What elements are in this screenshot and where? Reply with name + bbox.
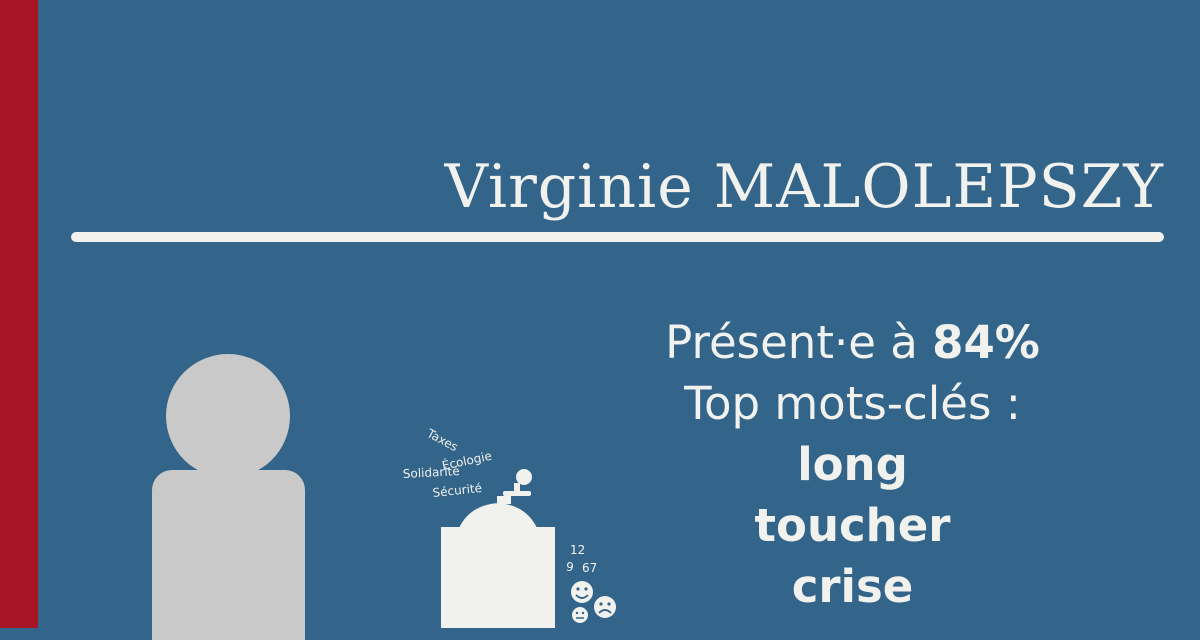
accent-bar: [0, 0, 38, 628]
title-underline: [71, 232, 1164, 242]
presence-value: 84%: [932, 316, 1040, 369]
keyword-1: long: [797, 438, 908, 491]
mill-keyword-solidarite: Solidarité: [402, 464, 460, 481]
mill-number-9: 9: [565, 560, 575, 575]
neutral-face-icon: [572, 607, 588, 623]
mill-keyword-taxes: Taxes: [424, 426, 461, 454]
mill-number-12: 12: [570, 543, 585, 557]
person-body: [152, 470, 305, 640]
presence-label: Présent·e à: [665, 316, 933, 369]
keyword-3: crise: [791, 560, 914, 613]
person-head: [166, 354, 290, 478]
sad-face-icon: [594, 596, 616, 618]
keyword-2: toucher: [754, 499, 951, 552]
presence-line: Présent·e à 84%: [600, 312, 1105, 373]
mill-keyword-securite: Sécurité: [432, 481, 483, 500]
mill-number-67: 67: [582, 561, 597, 575]
deputy-name: Virginie MALOLEPSZY: [444, 152, 1164, 222]
grinder-body: [441, 469, 555, 628]
happy-face-icon: [571, 581, 593, 603]
grinder-icon: Taxes Écologie Solidarité Sécurité 12 9 …: [402, 426, 616, 628]
keywords-heading: Top mots-clés :: [684, 377, 1021, 430]
stats-block: Présent·e à 84% Top mots-clés : long tou…: [600, 312, 1105, 617]
